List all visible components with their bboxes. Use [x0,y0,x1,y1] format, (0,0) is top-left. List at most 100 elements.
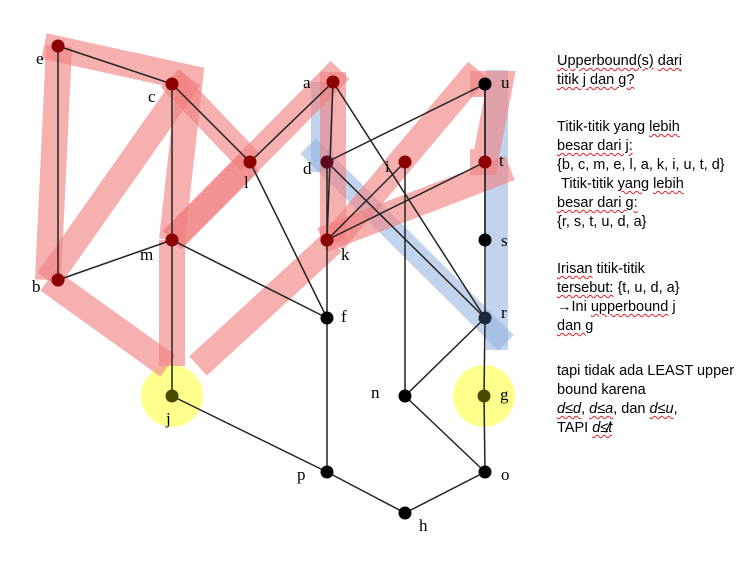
node-label-b: b [32,277,41,296]
node-m [165,233,179,247]
node-h [398,506,412,520]
question-term: Upperbound(s) [557,53,654,69]
intersection-tersebut: tersebut: [557,280,614,296]
lub-d-d: d≤d [557,401,582,417]
edge-r-g [483,317,486,397]
edge-m-f [171,239,328,319]
lub-d-not-t: d≰t [592,420,613,436]
question-rest: titik j dan g? [557,72,635,88]
lub-dan: , dan [613,401,646,417]
red-band-k-j [189,232,342,376]
edge-r-n [404,317,486,397]
node-label-t: t [499,151,504,170]
edge-c-l [171,83,251,163]
node-label-g: g [500,385,509,404]
greater-g-lebih: lebih [653,176,684,192]
node-d [320,155,334,169]
node-b [51,273,65,287]
greater-j-lebih: lebih [649,119,680,135]
greater-g-label: besar dari g: [557,195,638,211]
least-upper-bound-note: tapi tidak ada LEAST upper bound karena … [557,363,735,436]
edge-u-d [326,83,486,163]
node-label-c: c [148,87,156,106]
node-a [326,75,340,89]
red-band-c-b [37,70,201,288]
intersection-set: {t, u, d, a} [617,280,680,296]
lub-intro: tapi tidak ada LEAST upper bound karena [557,363,735,398]
intersection-upperbound: upperbound [590,299,669,315]
lub-d-u: d≤u [649,401,674,417]
node-k [320,233,334,247]
greater-j-label: besar dari j: [557,138,633,154]
node-label-p: p [297,465,306,484]
node-label-l: l [244,173,249,192]
node-l [243,155,257,169]
greater-g-yang: yang [617,176,650,192]
greater-than-g-body: besar dari g: {r, s, t, u, d, a} [557,194,737,232]
edge-o-h [404,471,486,514]
red-band-b-j [40,269,176,377]
edge-p-h [326,471,406,514]
node-label-n: n [371,383,380,402]
explanation-notes: Upperbound(s) dari titik j dan g? Titik-… [557,52,737,438]
node-i [398,155,412,169]
greater-than-j: Titik-titik yang lebih besar dari j: {b,… [557,118,737,175]
greater-j-set: {b, c, m, e, l, a, k, i, u, t, d} [557,157,725,173]
edge-e-c [57,45,173,85]
node-label-d: d [303,159,312,178]
question: Upperbound(s) dari titik j dan g? [557,52,737,90]
node-c [165,77,179,91]
intersection-arrow: →Ini [557,299,587,315]
node-labels: e c a u l d i t m k s b f r n j g p o h [32,49,510,535]
intersection-dan-g: dan g [557,318,594,334]
greater-than-g: Titik-titik yang lebih [557,175,737,194]
edge-i-k [326,161,406,241]
node-f [320,311,334,325]
intersection: Irisan titik-titik tersebut: {t, u, d, a… [557,260,737,336]
question-dari: dari [657,53,682,69]
edge-l-f [249,161,328,319]
node-o [478,465,492,479]
lub-d-a: d≤a [589,401,614,417]
red-band-e-b [35,45,72,281]
node-r [478,311,492,325]
node-label-s: s [501,231,508,250]
node-e [51,39,65,53]
red-highlights [35,33,516,377]
red-band-m-a [162,60,350,250]
node-label-o: o [501,465,510,484]
edge-j-p [171,395,328,473]
node-label-k: k [341,245,350,264]
greater-g-set: {r, s, t, u, d, a} [557,214,647,230]
node-t [478,155,492,169]
edge-n-o [404,395,486,473]
edge-a-l [249,81,334,163]
red-band-k-t [317,155,515,253]
yellow-highlights [141,365,515,427]
edge-g-o [483,395,486,473]
node-label-m: m [140,245,153,264]
node-s [478,233,492,247]
node-label-h: h [419,516,428,535]
node-p [320,465,334,479]
greater-g-intro: Titik-titik [561,176,614,192]
node-label-u: u [501,73,510,92]
lub-tapi: TAPI [557,420,589,436]
edge-m-b [57,239,173,281]
node-label-i: i [385,157,390,176]
intersection-j: j [672,299,676,315]
node-label-f: f [341,307,347,326]
node-label-r: r [501,303,507,322]
node-j [165,389,179,403]
node-label-a: a [303,73,311,92]
node-label-j: j [165,409,171,428]
node-g [477,389,491,403]
node-n [398,389,412,403]
edge-d-r [326,161,486,319]
edges [57,45,486,514]
edge-t-k [326,161,486,241]
hasse-diagram: e c a u l d i t m k s b f r n j g p o h [32,33,516,535]
nodes [51,39,492,520]
intersection-irisan: Irisan [557,261,593,277]
intersection-titik: titik-titik [596,261,645,277]
